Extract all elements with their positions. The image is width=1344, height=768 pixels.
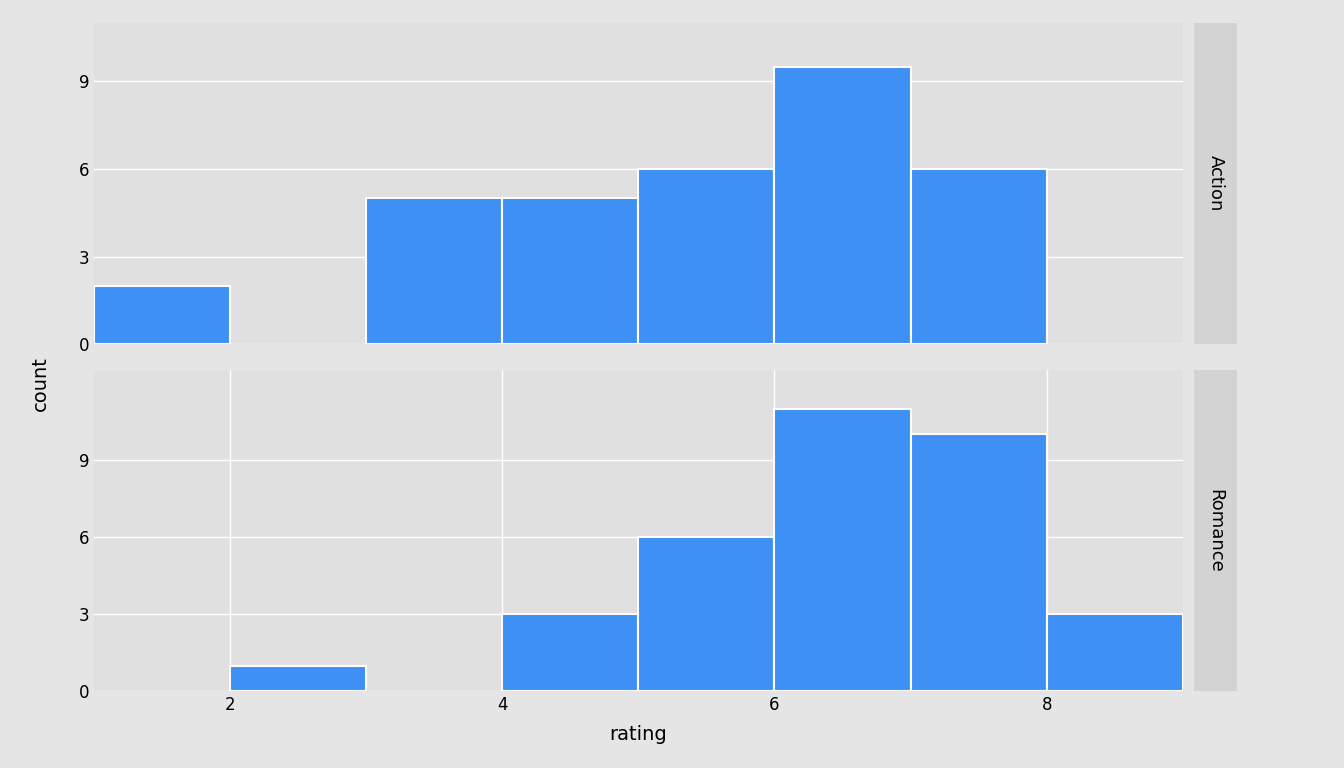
Text: count: count: [31, 356, 50, 412]
FancyBboxPatch shape: [911, 169, 1047, 344]
FancyBboxPatch shape: [638, 537, 774, 691]
FancyBboxPatch shape: [367, 198, 503, 344]
FancyBboxPatch shape: [503, 198, 638, 344]
FancyBboxPatch shape: [503, 614, 638, 691]
FancyBboxPatch shape: [774, 67, 911, 344]
FancyBboxPatch shape: [230, 666, 367, 691]
X-axis label: rating: rating: [610, 725, 667, 744]
FancyBboxPatch shape: [94, 286, 230, 344]
FancyBboxPatch shape: [911, 434, 1047, 691]
FancyBboxPatch shape: [774, 409, 911, 691]
FancyBboxPatch shape: [1047, 614, 1183, 691]
FancyBboxPatch shape: [638, 169, 774, 344]
